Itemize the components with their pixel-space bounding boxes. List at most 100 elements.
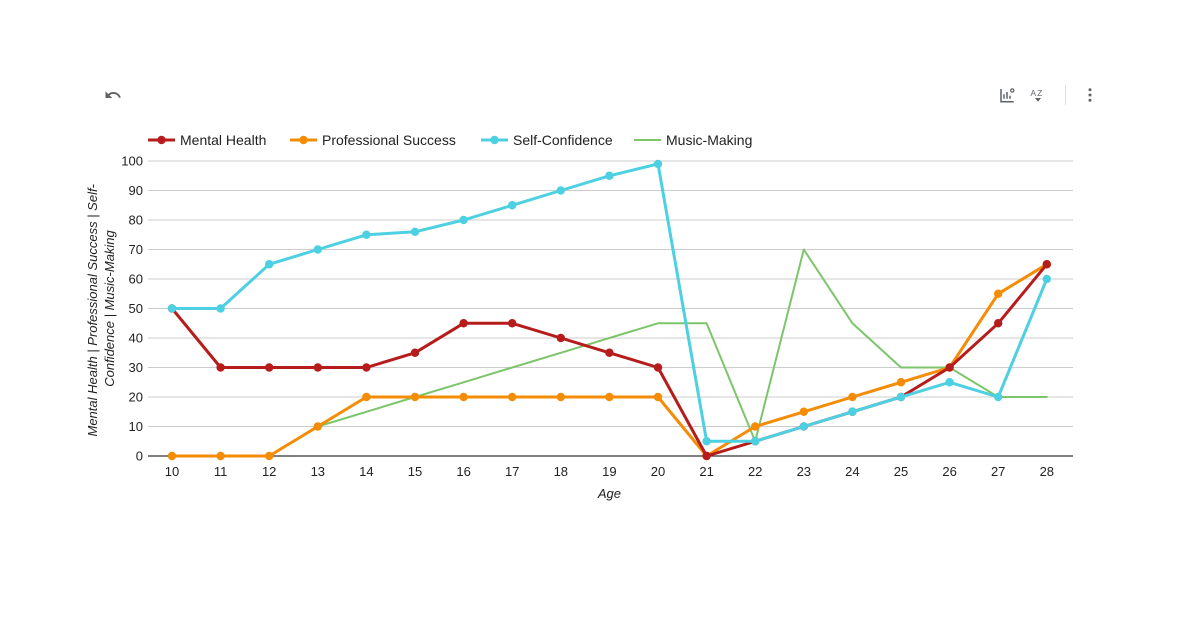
data-point (362, 392, 371, 402)
chart-insights-icon (1000, 88, 1015, 103)
legend-item-self-confidence[interactable]: Self-Confidence (481, 132, 613, 148)
data-point (508, 392, 517, 402)
data-point (896, 392, 906, 402)
data-point (508, 319, 517, 328)
x-tick-label: 14 (359, 464, 373, 479)
legend-label: Mental Health (180, 132, 266, 148)
series-lines (167, 159, 1052, 461)
sort-az-icon: A Z (1031, 89, 1042, 102)
legend-swatch-marker (157, 135, 166, 145)
y-axis-ticks: 0 10 20 30 40 50 60 70 80 90 100 (121, 154, 143, 464)
x-tick-label: 12 (262, 464, 276, 479)
data-point (362, 230, 371, 239)
x-tick-label: 16 (456, 464, 470, 479)
data-point (1042, 260, 1052, 269)
series-line (268, 248, 1048, 457)
x-tick-label: 25 (894, 464, 908, 479)
gridlines (148, 160, 1073, 457)
data-point (702, 437, 711, 446)
legend[interactable]: Mental Health Professional Success Self-Co… (148, 132, 752, 148)
data-point (313, 422, 322, 431)
data-point (265, 451, 274, 461)
data-point (459, 215, 468, 225)
x-tick-label: 19 (602, 464, 616, 479)
data-point (216, 451, 225, 461)
series-self-confidence (167, 159, 1052, 446)
data-point (216, 363, 225, 372)
data-point (556, 392, 565, 402)
data-point (265, 363, 274, 372)
data-point (410, 227, 420, 236)
legend-item-professional-success[interactable]: Professional Success (290, 132, 456, 148)
data-point (556, 333, 565, 343)
data-point (653, 392, 663, 402)
data-point (605, 348, 614, 357)
data-point (994, 319, 1003, 328)
more-options-button[interactable] (1077, 82, 1103, 108)
x-tick-label: 26 (942, 464, 956, 479)
data-point (605, 392, 614, 402)
undo-icon (105, 91, 121, 98)
data-point (167, 304, 177, 313)
legend-item-mental-health[interactable]: Mental Health (148, 132, 266, 148)
legend-swatch-marker (299, 135, 308, 145)
data-point (945, 378, 954, 387)
svg-text:Z: Z (1037, 89, 1042, 98)
data-point (653, 363, 663, 372)
data-point (362, 363, 371, 372)
data-point (799, 407, 808, 416)
y-tick-label: 90 (129, 183, 143, 198)
data-point (702, 451, 711, 461)
series-professional-success (167, 260, 1052, 461)
x-tick-label: 10 (165, 464, 179, 479)
svg-text:A: A (1031, 89, 1037, 98)
data-point (848, 407, 857, 416)
y-tick-label: 70 (129, 242, 143, 257)
chart-insights-button[interactable] (994, 82, 1020, 108)
y-tick-label: 30 (129, 360, 143, 375)
legend-label: Professional Success (322, 132, 456, 148)
legend-label: Self-Confidence (513, 132, 613, 148)
data-point (313, 363, 322, 372)
y-tick-label: 0 (136, 449, 143, 464)
y-axis-title-line-1: Mental Health | Professional Success | S… (85, 183, 100, 436)
data-point (605, 171, 614, 180)
data-point (896, 378, 906, 387)
data-point (410, 392, 420, 402)
legend-swatch-marker (490, 135, 499, 145)
sort-button[interactable]: A Z (1025, 82, 1051, 108)
toolbar-divider (1065, 85, 1066, 105)
data-point (799, 422, 808, 431)
data-point (994, 392, 1003, 402)
y-tick-label: 40 (129, 331, 143, 346)
x-tick-label: 11 (214, 464, 228, 479)
x-tick-label: 17 (505, 464, 519, 479)
x-tick-label: 13 (311, 464, 325, 479)
data-point (1042, 274, 1052, 284)
data-point (265, 260, 274, 269)
y-axis-title: Mental Health | Professional Success | S… (85, 180, 117, 436)
x-tick-label: 24 (845, 464, 859, 479)
x-tick-label: 23 (797, 464, 811, 479)
series-music-making (268, 248, 1048, 457)
x-tick-label: 15 (408, 464, 422, 479)
undo-button[interactable] (100, 82, 126, 108)
x-tick-label: 27 (991, 464, 1005, 479)
y-tick-label: 20 (129, 390, 143, 405)
legend-item-music-making[interactable]: Music-Making (634, 132, 752, 148)
data-point (556, 186, 565, 195)
data-point (167, 451, 177, 461)
data-point (459, 392, 468, 402)
y-tick-label: 50 (129, 301, 143, 316)
x-tick-label: 20 (651, 464, 665, 479)
series-line (170, 262, 1049, 458)
data-point (216, 304, 225, 313)
series-line (170, 262, 1049, 458)
x-axis-ticks: 10 11 12 13 14 15 16 17 18 19 20 21 22 23 24 25 26 27 28 (165, 464, 1054, 479)
x-tick-label: 28 (1040, 464, 1054, 479)
x-axis-title: Age (597, 486, 621, 501)
x-tick-label: 18 (554, 464, 568, 479)
y-axis-title-line-2: Confidence | Music-Making (102, 229, 117, 386)
data-point (751, 422, 760, 431)
